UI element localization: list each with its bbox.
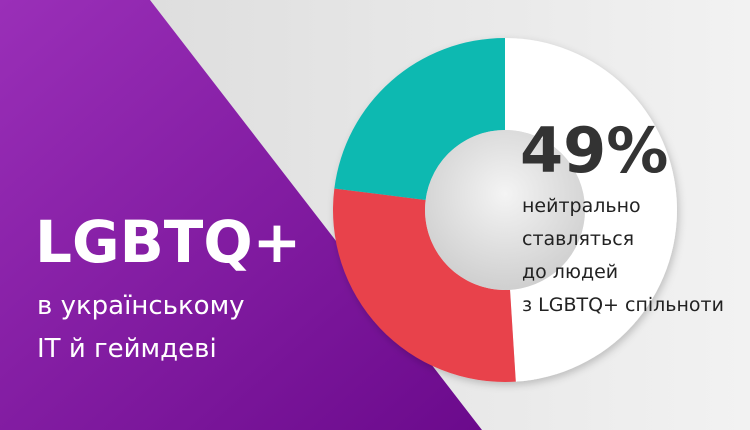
annotation-line: нейтрально	[522, 195, 641, 217]
subtitle: в українському IT й геймдеві	[37, 291, 245, 364]
donut-hole	[425, 130, 585, 290]
subtitle-line: в українському	[37, 291, 245, 321]
donut	[333, 38, 677, 382]
donut-segment	[333, 188, 516, 382]
donut-segment	[505, 38, 677, 382]
annotation: нейтрально ставляться до людей з LGBTQ+ спі…	[522, 195, 724, 316]
title: LGBTQ+	[35, 208, 301, 276]
annotation-line: ставляться	[522, 228, 634, 250]
donut-segment	[334, 38, 505, 200]
purple-panel	[0, 0, 482, 430]
subtitle-line: IT й геймдеві	[37, 334, 217, 364]
value-label: 49%	[520, 114, 668, 187]
annotation-line: з LGBTQ+ спільноти	[522, 294, 724, 316]
annotation-line: до людей	[522, 261, 618, 283]
